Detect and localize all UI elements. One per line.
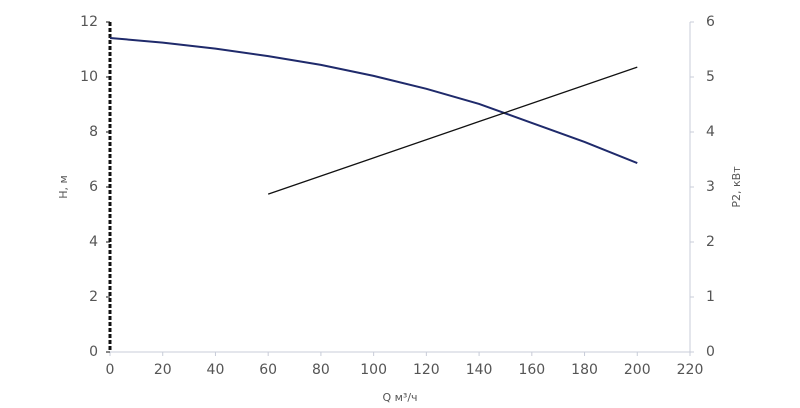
x-tick-label: 140 xyxy=(466,362,493,378)
x-tick-label: 20 xyxy=(154,362,172,378)
y2-tick-label: 4 xyxy=(706,124,715,140)
y2-tick-label: 3 xyxy=(706,179,715,195)
x-tick-label: 120 xyxy=(413,362,440,378)
x-tick-label: 220 xyxy=(677,362,704,378)
y2-tick-label: 2 xyxy=(706,234,715,250)
y-tick-label: 2 xyxy=(89,289,98,305)
y2-axis-label: P2, кВт xyxy=(730,166,743,208)
x-tick-label: 60 xyxy=(259,362,277,378)
x-tick-label: 40 xyxy=(207,362,225,378)
series-line xyxy=(109,36,638,165)
y2-tick-label: 6 xyxy=(706,14,715,30)
y2-tick-label: 0 xyxy=(706,344,715,360)
x-tick-label: 100 xyxy=(360,362,387,378)
x-tick-label: 0 xyxy=(106,362,115,378)
y-tick-label: 6 xyxy=(89,179,98,195)
series-line xyxy=(267,66,638,195)
x-tick-label: 180 xyxy=(571,362,598,378)
y2-tick-label: 1 xyxy=(706,289,715,305)
y-axis-label: H, м xyxy=(57,175,70,199)
x-tick-label: 160 xyxy=(518,362,545,378)
y-tick-label: 4 xyxy=(89,234,98,250)
y-tick-label: 12 xyxy=(80,14,98,30)
y-tick-label: 0 xyxy=(89,344,98,360)
y-tick-label: 8 xyxy=(89,124,98,140)
x-axis-label: Q м³/ч xyxy=(382,391,417,404)
y2-tick-label: 5 xyxy=(706,69,715,85)
x-tick-label: 80 xyxy=(312,362,330,378)
x-tick-label: 200 xyxy=(624,362,651,378)
y-tick-label: 10 xyxy=(80,69,98,85)
